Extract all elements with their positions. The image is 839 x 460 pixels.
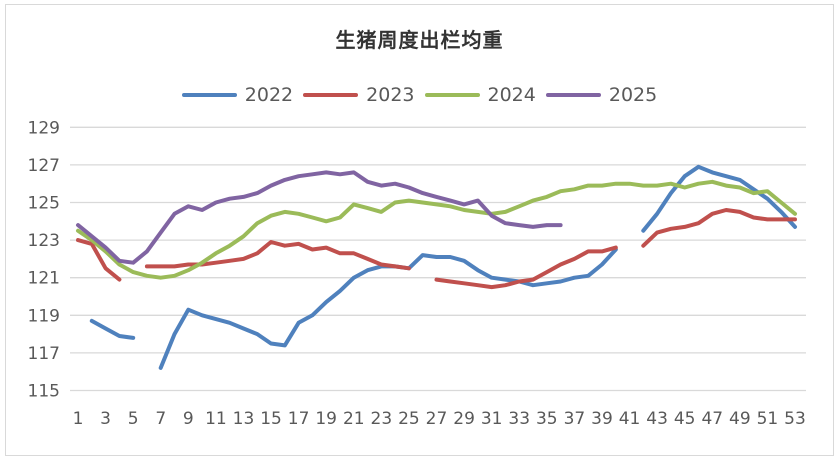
y-tick-label: 123 bbox=[28, 231, 60, 251]
legend-swatch-2024 bbox=[424, 93, 480, 97]
y-tick-label: 117 bbox=[28, 344, 60, 364]
series-line-2023[interactable] bbox=[76, 208, 797, 290]
x-tick-label: 9 bbox=[183, 409, 194, 429]
x-tick-label: 13 bbox=[233, 409, 255, 429]
x-tick-label: 17 bbox=[288, 409, 310, 429]
legend-swatch-2022 bbox=[181, 93, 237, 97]
x-tick-label: 49 bbox=[729, 409, 751, 429]
legend-item-2022[interactable]: 2022 bbox=[181, 84, 294, 106]
legend-label: 2024 bbox=[487, 84, 536, 106]
legend-label: 2022 bbox=[244, 84, 294, 106]
x-tick-label: 27 bbox=[426, 409, 448, 429]
legend-item-2023[interactable]: 2023 bbox=[303, 84, 415, 106]
x-tick-label: 7 bbox=[155, 409, 166, 429]
x-tick-label: 47 bbox=[701, 409, 723, 429]
x-tick-label: 5 bbox=[128, 409, 139, 429]
x-tick-label: 21 bbox=[343, 409, 365, 429]
x-tick-label: 15 bbox=[260, 409, 282, 429]
legend-label: 2025 bbox=[608, 84, 658, 106]
y-tick-label: 115 bbox=[28, 382, 60, 402]
x-tick-label: 1 bbox=[73, 409, 84, 429]
chart-frame bbox=[5, 4, 834, 456]
x-tick-label: 3 bbox=[100, 409, 111, 429]
legend-swatch-2025 bbox=[545, 93, 601, 97]
x-tick-label: 51 bbox=[757, 409, 779, 429]
series-line-2025[interactable] bbox=[76, 170, 563, 265]
x-tick-label: 29 bbox=[453, 409, 475, 429]
y-tick-label: 121 bbox=[28, 269, 60, 289]
x-tick-label: 41 bbox=[619, 409, 641, 429]
y-tick-label: 119 bbox=[28, 306, 60, 326]
x-tick-label: 45 bbox=[674, 409, 696, 429]
legend-swatch-2023 bbox=[303, 93, 359, 97]
legend-label: 2023 bbox=[366, 84, 415, 106]
x-tick-label: 25 bbox=[398, 409, 420, 429]
legend-item-2024[interactable]: 2024 bbox=[424, 84, 536, 106]
x-tick-label: 19 bbox=[315, 409, 337, 429]
x-tick-label: 33 bbox=[508, 409, 530, 429]
x-tick-label: 35 bbox=[536, 409, 558, 429]
y-tick-label: 125 bbox=[28, 194, 60, 214]
x-tick-label: 39 bbox=[591, 409, 613, 429]
series-line-2024[interactable] bbox=[76, 179, 797, 280]
y-tick-label: 127 bbox=[28, 156, 60, 176]
x-tick-label: 43 bbox=[646, 409, 668, 429]
legend: 2022 2023 2024 2025 bbox=[0, 84, 839, 106]
legend-item-2025[interactable]: 2025 bbox=[545, 84, 658, 106]
x-tick-label: 31 bbox=[481, 409, 503, 429]
x-tick-label: 23 bbox=[371, 409, 393, 429]
chart-title: 生猪周度出栏均重 bbox=[335, 28, 504, 52]
x-tick-label: 53 bbox=[784, 409, 806, 429]
x-tick-label: 37 bbox=[564, 409, 586, 429]
x-tick-label: 11 bbox=[205, 409, 227, 429]
y-tick-label: 129 bbox=[28, 118, 60, 138]
